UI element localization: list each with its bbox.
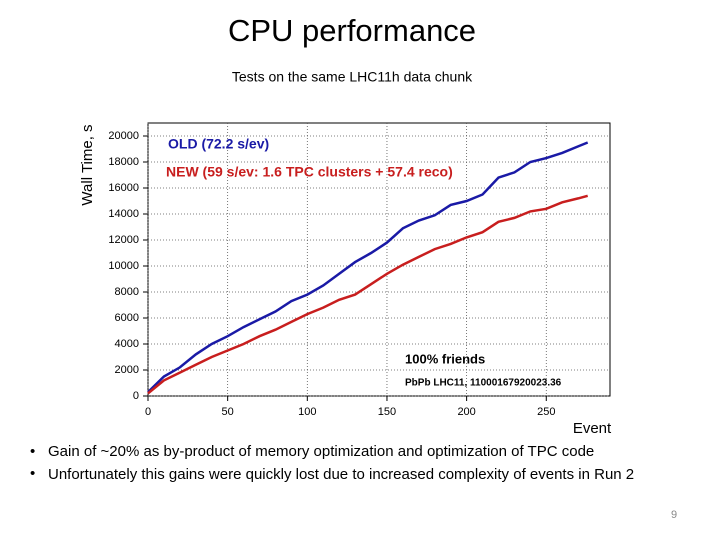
- y-tick-label: 0: [133, 390, 139, 402]
- y-tick-label: 6000: [115, 312, 139, 324]
- y-axis-label: Wall Time, s: [79, 124, 96, 205]
- bullet-marker: •: [30, 443, 35, 460]
- series-line: [147, 194, 589, 395]
- x-tick-label: 50: [222, 406, 234, 418]
- y-tick-label: 10000: [108, 260, 139, 272]
- page-number: 9: [671, 509, 677, 521]
- annotation: PbPb LHC11, 11000167920023.36: [405, 378, 562, 389]
- bullet: Unfortunately this gains were quickly lo…: [48, 466, 635, 483]
- bullet: Gain of ~20% as by-product of memory opt…: [48, 443, 594, 460]
- bullet-box: Unfortunately this gains were quickly lo…: [48, 466, 635, 483]
- x-tick-label: 100: [298, 406, 316, 418]
- y-tick-label: 4000: [115, 338, 139, 350]
- x-tick-label: 250: [537, 406, 555, 418]
- legend-label: OLD (72.2 s/ev): [168, 136, 269, 152]
- y-tick-label: 8000: [115, 286, 139, 298]
- y-tick-label: 20000: [108, 130, 139, 142]
- series-line: [147, 141, 589, 393]
- y-tick-label: 18000: [108, 156, 139, 168]
- legend-label: NEW (59 s/ev: 1.6 TPC clusters + 57.4 re…: [166, 164, 453, 180]
- y-tick-label: 16000: [108, 182, 139, 194]
- annotation: 100% friends: [405, 351, 485, 366]
- y-tick-label: 2000: [115, 364, 139, 376]
- x-axis-label: Event: [573, 420, 612, 437]
- y-tick-label: 12000: [108, 234, 139, 246]
- bullet-marker: •: [30, 465, 35, 482]
- x-tick-label: 200: [457, 406, 475, 418]
- slide-subtitle: Tests on the same LHC11h data chunk: [232, 69, 473, 85]
- slide-title: CPU performance: [228, 13, 476, 48]
- x-tick-label: 150: [378, 406, 396, 418]
- y-tick-label: 14000: [108, 208, 139, 220]
- x-tick-label: 0: [145, 406, 151, 418]
